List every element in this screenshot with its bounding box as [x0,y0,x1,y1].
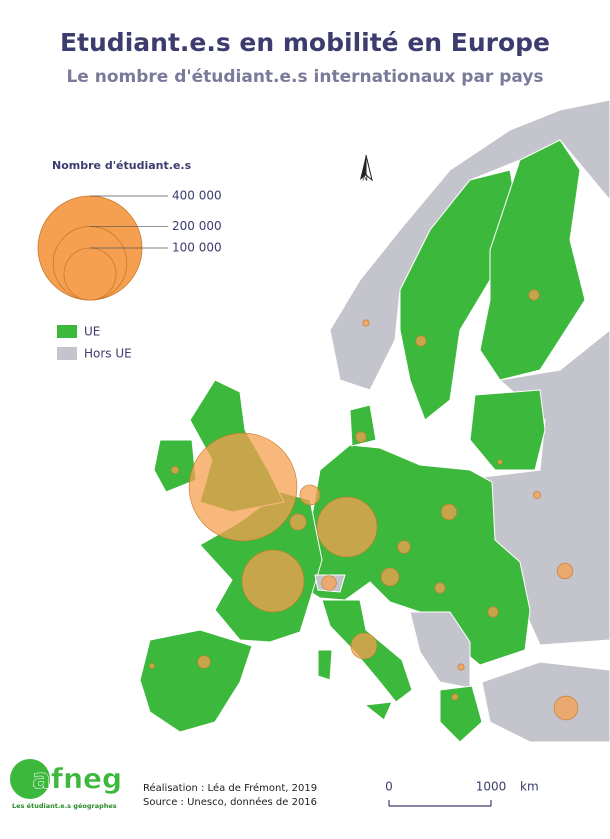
logo: afneg Les étudiant.e.s géographes [10,759,122,810]
subtitle: Le nombre d'étudiant.e.s internationaux … [66,67,543,87]
bubble-layer [149,289,579,721]
logo-tagline: Les étudiant.e.s géographes [12,802,117,810]
legend-size-label: 400 000 [172,189,222,203]
legend-category-label: Hors UE [84,347,132,361]
credit-source: Source : Unesco, données de 2016 [143,796,317,808]
scale-tick-label: 0 [385,780,393,794]
bubble [380,567,400,587]
land-non-eu [481,661,610,743]
bubble [451,693,459,701]
land-eu [479,139,586,381]
bubble [299,484,321,506]
bubble [355,431,367,443]
legend-circle [63,247,117,301]
bubble [440,503,458,521]
bubble [487,606,499,618]
scale-tick-label: 1000 [476,780,507,794]
land-eu [153,439,197,493]
land-eu [139,629,253,733]
bubble [415,335,427,347]
legend-swatch [57,347,77,360]
legend-title: Nombre d'étudiant.e.s [52,159,192,172]
land-eu [317,649,333,681]
land-eu [363,701,393,721]
bubble [188,432,298,542]
north-arrow-shape [360,155,366,180]
land-eu [439,685,483,743]
legend-swatch [57,325,77,338]
bubble [350,632,378,660]
title: Etudiant.e.s en mobilité en Europe [60,28,550,57]
land-eu [399,169,521,421]
bubble [457,663,465,671]
legend-category-label: UE [84,325,100,339]
bubble [289,513,307,531]
map [139,99,610,743]
scale-bar: km 0 1000 [385,780,539,807]
north-arrow-shape [365,154,373,182]
logo-mark [10,759,50,799]
bubble [497,459,503,465]
legend-size-label: 200 000 [172,219,222,233]
bubble [528,289,540,301]
bubble [149,663,155,669]
bubble [362,319,370,327]
bubble [321,575,337,591]
bubble [316,496,378,558]
bubble [553,695,579,721]
bubble [556,562,574,580]
bubble [171,466,179,474]
north-label: N [362,174,368,183]
north-arrow: N [360,154,373,183]
bubble [241,549,305,613]
scale-unit: km [520,780,539,794]
bubble [197,655,211,669]
bubble [434,582,446,594]
bubble [533,491,541,499]
legend: 400 000 200 000 100 000 UE Hors UE [37,189,222,361]
logo-name: afneg [32,762,122,795]
legend-size-label: 100 000 [172,241,222,255]
land-eu [469,389,546,471]
bubble [397,540,411,554]
credit-author: Réalisation : Léa de Frémont, 2019 [143,782,317,794]
